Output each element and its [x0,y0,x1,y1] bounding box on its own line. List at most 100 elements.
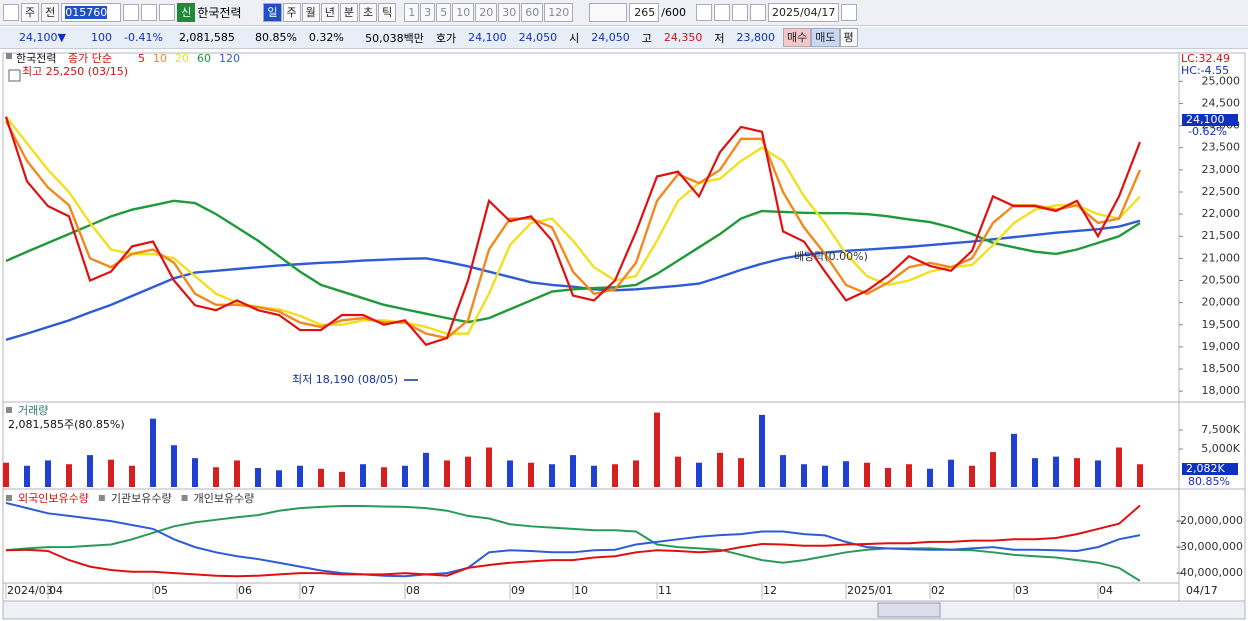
volume-bar [633,460,639,487]
y-tick-label: -30,000,000 [1176,540,1243,553]
volume-bar [591,465,597,487]
sell-button[interactable]: 매도 [811,28,840,47]
volume-bar [213,467,219,487]
volume-bar [318,468,324,487]
volume-bar [885,468,891,487]
toolbar-button[interactable]: 120 [544,3,574,22]
volume-bar [507,460,513,487]
legend-box [98,495,105,501]
volume-bar [696,462,702,487]
calendar[interactable] [841,4,858,21]
volume-bar [801,464,807,487]
volume-bar [45,460,51,487]
date[interactable]: 2025/04/17 [767,3,840,22]
settings[interactable] [749,4,766,21]
x-tick-label: 10 [574,584,588,597]
volume-bar [24,465,30,487]
toolbar-button[interactable]: 주 [282,3,301,22]
tool[interactable] [695,4,712,21]
toolbar-button[interactable]: 틱 [378,3,397,22]
y-tick-label: 5,000K [1201,442,1240,455]
last-volume: 2,082K [1186,462,1225,475]
compare-select[interactable]: 전 [41,3,60,22]
dropdown[interactable] [123,4,140,21]
series-line [4,120,1142,340]
last-price: 24,100 [1186,113,1225,126]
y-tick-label: 20,500 [1202,274,1241,287]
x-tick-label: 2024/03 [7,584,53,597]
count-max: /600 [661,6,686,19]
toolbar-button[interactable]: 3 [420,3,436,22]
volume-bar [612,464,618,487]
volume-bar [990,452,996,487]
intervals: 1 3 5 10 20 30 60 120 [404,3,574,22]
count[interactable]: 265 [629,3,660,22]
toolbar-button[interactable]: 1 [404,3,420,22]
change: 100 [91,31,112,44]
code-input[interactable]: 015760 [61,3,122,22]
toolbar-button[interactable]: 60 [521,3,544,22]
buy-button[interactable]: 매수 [783,28,812,47]
legend-entry: 외국인보유수량 [18,492,89,505]
bid-label: 호가 [435,31,457,45]
volume-bar [1095,460,1101,487]
code: 015760 [65,6,108,19]
volume-bar [1137,464,1143,487]
period-select[interactable]: 주 [21,3,40,22]
y-tick-label: 22,000 [1202,207,1241,220]
toolbar-button[interactable]: 30 [498,3,521,22]
toolbar-button[interactable]: 일 [263,3,282,22]
icon[interactable] [3,4,19,21]
dropdown[interactable] [589,3,628,22]
volume-bar [402,465,408,487]
toolbar-button[interactable]: 년 [320,3,339,22]
y-tick-label: -40,000,000 [1176,566,1243,579]
volume-bar [297,465,303,487]
last-change: -0.62% [1188,125,1227,138]
x-tick-label: 04 [1099,584,1113,597]
tool[interactable] [713,4,730,21]
y-tick-label: 18,000 [1202,384,1241,397]
series-line [5,219,1141,341]
toolbar-button[interactable]: 10 [452,3,475,22]
scrollbar[interactable] [2,600,1246,620]
y-tick-label: 23,500 [1202,141,1241,154]
x-tick-label: 05 [154,584,168,597]
low-label: 저 [714,31,725,45]
bid: 24,050 [518,31,558,44]
high-note: 최고 25,250 (03/15) [22,65,128,78]
volume-bar [969,465,975,487]
volume-bar [486,447,492,487]
x-tick-label: 11 [658,584,672,597]
volume-bar [1074,458,1080,487]
x-tick-label: 04 [49,584,63,597]
series-line [5,504,1141,578]
ask: 24,100 [468,31,507,44]
toolbar-button[interactable]: 5 [436,3,452,22]
toolbar-button[interactable]: 20 [475,3,498,22]
y-tick-label: 24,500 [1202,96,1241,109]
y-tick-label: 25,000 [1202,74,1241,87]
legend-entry: 개인보유수량 [194,492,255,505]
toolbar-button[interactable]: 초 [359,3,378,22]
legend-entry: 120 [219,52,240,65]
last-volume-box [1182,463,1238,475]
high: 24,350 [663,31,703,44]
legend-entry: 60 [197,52,211,65]
volume-bar [549,464,555,487]
tool[interactable] [731,4,748,21]
scroll-controls[interactable] [877,602,941,618]
toolbar-button[interactable]: 분 [339,3,358,22]
legend-title: 거래량 [18,404,48,417]
volume: 2,081,585 [178,31,235,44]
search[interactable] [141,4,158,21]
volume-bar [948,459,954,487]
volume-bar [171,445,177,487]
legend-box [6,495,12,501]
avg-button[interactable]: 평 [839,28,858,47]
sound[interactable] [159,4,176,21]
volume-bar [339,471,345,487]
x-tick-label: 07 [301,584,315,597]
toolbar-button[interactable]: 월 [301,3,320,22]
